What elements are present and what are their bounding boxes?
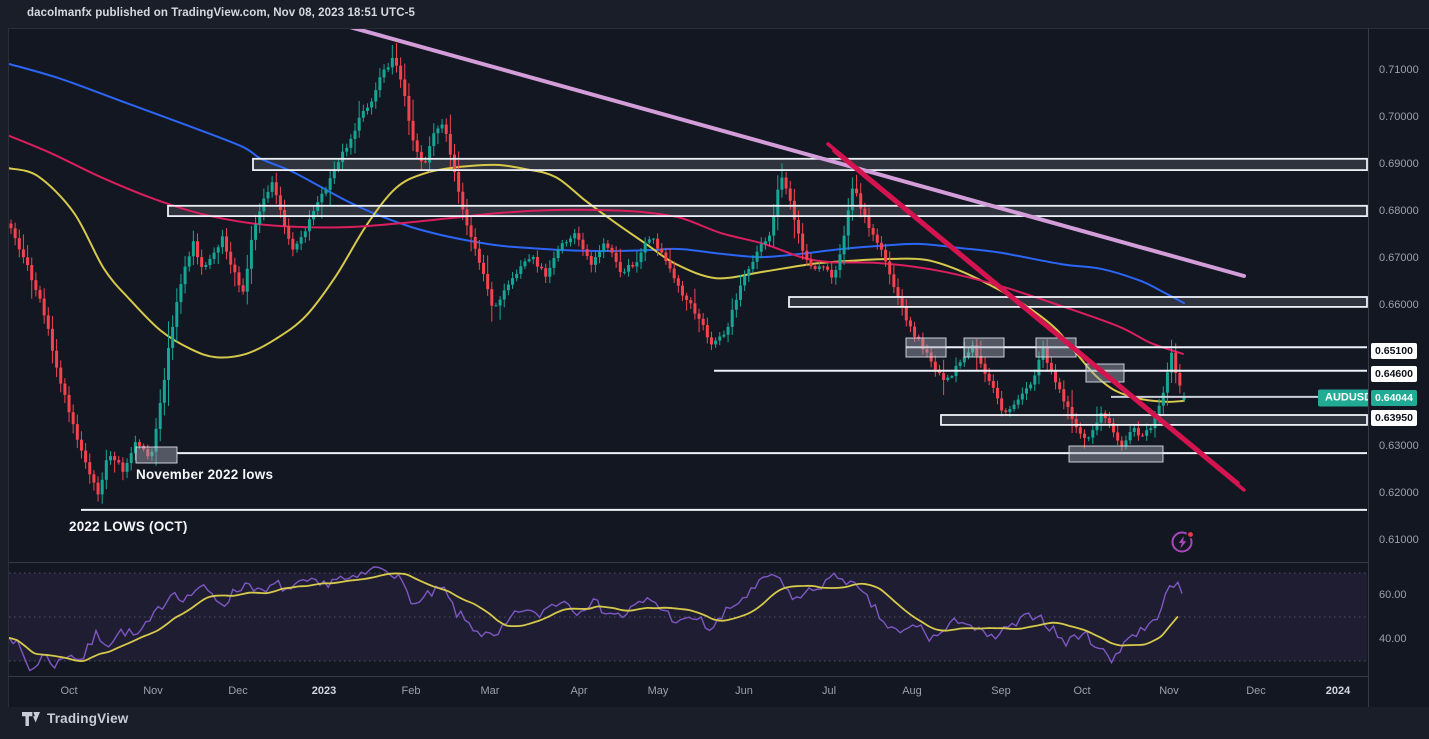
- price-tick[interactable]: 0.71000: [1379, 64, 1419, 76]
- time-tick-month[interactable]: Dec: [228, 685, 248, 697]
- rsi-line: [9, 566, 1183, 672]
- time-tick-month[interactable]: Apr: [570, 685, 588, 697]
- symbol-price-flag: AUDUSD: [1318, 389, 1380, 407]
- zone-0690: [252, 157, 1368, 172]
- level-price-badge[interactable]: 0.65100: [1371, 343, 1417, 359]
- level-price-badge[interactable]: 0.63950: [1371, 410, 1417, 426]
- lightning-bolt-icon: [1178, 536, 1187, 549]
- rsi-pane[interactable]: [8, 562, 1369, 677]
- lightning-stream-icon[interactable]: [1169, 527, 1197, 555]
- zone-0660: [788, 296, 1368, 308]
- time-tick-month[interactable]: Nov: [1159, 685, 1179, 697]
- price-tick[interactable]: 0.69000: [1379, 158, 1419, 170]
- price-tick[interactable]: 0.63000: [1379, 440, 1419, 452]
- attribution-text: dacolmanfx published on TradingView.com,…: [27, 7, 416, 19]
- last-price-badge[interactable]: 0.64044: [1371, 390, 1417, 406]
- footer-brand[interactable]: TradingView: [22, 711, 128, 726]
- downtrend-steep-b: [832, 149, 1246, 492]
- time-tick-month[interactable]: Oct: [60, 685, 78, 697]
- price-tick[interactable]: 0.66000: [1379, 299, 1419, 311]
- moving-averages: [9, 62, 1185, 403]
- tradingview-brand: TradingView: [47, 711, 129, 726]
- rsi-signal-line: [9, 572, 1179, 662]
- notification-dot-icon: [1186, 530, 1195, 539]
- rsi-tick[interactable]: 40.00: [1379, 633, 1407, 645]
- tradingview-logo-icon: [22, 711, 40, 726]
- price-chart-canvas[interactable]: [9, 29, 1369, 563]
- time-tick-month[interactable]: Jul: [821, 685, 837, 697]
- zone-0680: [167, 204, 1368, 218]
- candles: [9, 43, 1186, 504]
- supply-demand-boxes[interactable]: [135, 337, 1164, 464]
- zone-box: [963, 337, 1005, 358]
- annotation-2022-lows-oct: 2022 LOWS (OCT): [69, 519, 188, 534]
- annotation-november-2022-lows: November 2022 lows: [136, 467, 274, 482]
- price-tick[interactable]: 0.70000: [1379, 111, 1419, 123]
- price-pane[interactable]: November 2022 lows 2022 LOWS (OCT) AUDUS…: [8, 28, 1380, 563]
- time-tick-month[interactable]: Jun: [735, 685, 753, 697]
- trendlines[interactable]: [339, 29, 1246, 492]
- time-tick-month[interactable]: Mar: [480, 685, 500, 697]
- rsi-tick[interactable]: 60.00: [1379, 589, 1407, 601]
- price-tick[interactable]: 0.62000: [1379, 487, 1419, 499]
- ma-mid-yellow: [9, 163, 1185, 403]
- time-tick-month[interactable]: Aug: [902, 685, 922, 697]
- price-tick[interactable]: 0.67000: [1379, 252, 1419, 264]
- horizontal-levels[interactable]: [81, 346, 1367, 511]
- time-tick-month[interactable]: Sep: [991, 685, 1011, 697]
- time-tick-year[interactable]: 2024: [1325, 685, 1351, 697]
- time-tick-month[interactable]: Feb: [401, 685, 421, 697]
- zone-box: [1068, 445, 1164, 463]
- price-tick[interactable]: 0.61000: [1379, 534, 1419, 546]
- time-tick-month[interactable]: Dec: [1246, 685, 1266, 697]
- stream-circle-icon: [1171, 531, 1193, 553]
- sr-zone-fills: [168, 158, 1367, 425]
- attribution-bar: dacolmanfx published on TradingView.com,…: [0, 0, 1429, 28]
- time-tick-month[interactable]: Nov: [143, 685, 163, 697]
- time-tick-year[interactable]: 2023: [311, 685, 337, 697]
- zone-box: [135, 446, 178, 464]
- price-axis[interactable]: 0.71000 0.70000 0.69000 0.68000 0.67000 0.660…: [1368, 28, 1429, 707]
- rsi-chart-canvas[interactable]: [9, 563, 1369, 677]
- level-price-badge[interactable]: 0.64600: [1371, 366, 1417, 382]
- time-tick-month[interactable]: Oct: [1073, 685, 1091, 697]
- sr-zone-borders[interactable]: [167, 157, 1368, 426]
- ma-slow-blue: [9, 62, 1185, 305]
- symbol-name: AUDUSD: [1325, 391, 1373, 404]
- price-tick[interactable]: 0.68000: [1379, 205, 1419, 217]
- time-tick-month[interactable]: May: [647, 685, 669, 697]
- zone-box: [905, 337, 947, 358]
- time-axis[interactable]: Oct Nov Dec 2023 Feb Mar Apr May Jun Jul Aug Sep Oct…: [8, 676, 1369, 707]
- downtrend-major-pink: [349, 29, 1246, 278]
